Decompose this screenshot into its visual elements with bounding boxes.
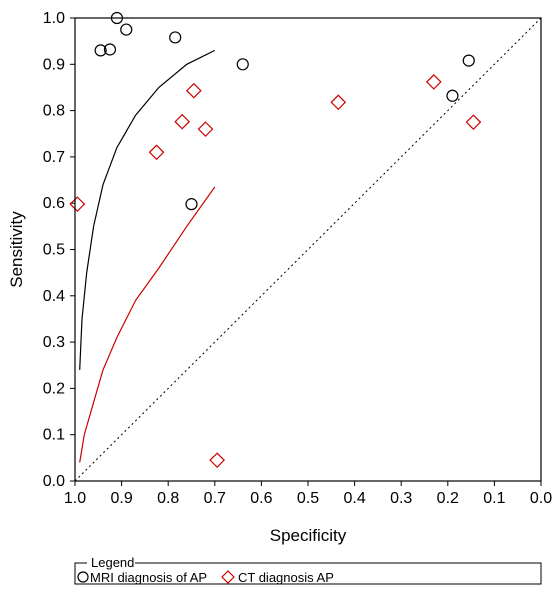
ct-data-point bbox=[197, 121, 214, 137]
y-axis-ticks: 0.0 0.1 0.2 0.3 0.4 0.5 0.6 0.7 0.8 0.9 1.0 bbox=[43, 10, 75, 490]
mri-data-point bbox=[103, 43, 117, 56]
legend-entries: MRI diagnosis of AP CT diagnosis AP bbox=[77, 570, 334, 585]
plot-frame bbox=[74, 17, 542, 482]
x-tick-label: 0.9 bbox=[110, 490, 132, 507]
y-tick-label: 0.1 bbox=[43, 427, 65, 444]
legend-title: Legend bbox=[91, 555, 134, 570]
reference-line-group bbox=[74, 17, 542, 482]
y-tick-label: 0.6 bbox=[43, 195, 65, 212]
ct-data-point bbox=[425, 74, 442, 90]
x-axis-ticks: 1.0 0.9 0.8 0.7 0.6 0.5 0.4 0.3 0.2 0.1 0.0 bbox=[64, 481, 552, 507]
legend-mri-label: MRI diagnosis of AP bbox=[90, 570, 207, 585]
mri-data-point bbox=[462, 54, 475, 67]
x-tick-label: 1.0 bbox=[64, 490, 86, 507]
x-tick-label: 0.3 bbox=[390, 490, 412, 507]
ct-data-point bbox=[148, 144, 165, 161]
legend-box bbox=[74, 562, 542, 585]
y-tick-label: 0.9 bbox=[43, 56, 65, 73]
ct-data-point bbox=[330, 94, 347, 111]
x-tick-label: 0.7 bbox=[204, 490, 226, 507]
legend-mri-marker bbox=[77, 571, 89, 583]
x-tick-label: 0.5 bbox=[297, 490, 319, 507]
mri-data-point bbox=[94, 44, 107, 57]
y-axis-title: Sensitivity bbox=[7, 211, 26, 288]
x-tick-label: 0.8 bbox=[157, 490, 179, 507]
mri-data-point bbox=[236, 58, 249, 71]
y-tick-label: 0.4 bbox=[43, 288, 65, 305]
mri-data-point bbox=[446, 89, 459, 102]
sroc-curve-mri bbox=[79, 49, 216, 370]
legend-ct-label: CT diagnosis AP bbox=[238, 570, 334, 585]
y-tick-label: 0.5 bbox=[43, 242, 65, 259]
y-tick-label: 0.0 bbox=[43, 473, 65, 490]
ct-data-point bbox=[209, 452, 225, 469]
ct-data-point bbox=[174, 113, 191, 130]
x-axis-title: Specificity bbox=[270, 526, 347, 545]
legend-title-bg bbox=[87, 556, 135, 570]
data-points bbox=[69, 11, 482, 469]
mri-data-point bbox=[185, 198, 198, 211]
legend-ct-marker bbox=[221, 570, 235, 584]
mri-data-point bbox=[120, 23, 133, 36]
ct-data-point bbox=[465, 114, 482, 131]
x-tick-label: 0.4 bbox=[343, 490, 365, 507]
y-tick-label: 0.7 bbox=[43, 149, 65, 166]
ct-data-point bbox=[69, 196, 86, 212]
x-tick-label: 0.2 bbox=[437, 490, 459, 507]
y-tick-label: 0.2 bbox=[43, 380, 65, 397]
y-tick-label: 0.3 bbox=[43, 334, 65, 351]
sroc-curve-ct bbox=[79, 186, 216, 463]
ct-data-point bbox=[185, 82, 202, 99]
y-tick-label: 0.8 bbox=[43, 103, 65, 120]
x-tick-label: 0.6 bbox=[250, 490, 272, 507]
reference-line bbox=[74, 17, 542, 482]
mri-data-point bbox=[169, 31, 182, 44]
x-tick-label: 0.1 bbox=[483, 490, 505, 507]
legend: Legend MRI diagnosis of AP CT diagnosis A… bbox=[74, 555, 542, 585]
y-tick-label: 1.0 bbox=[43, 10, 65, 27]
sroc-curves bbox=[79, 49, 216, 463]
x-tick-label: 0.0 bbox=[530, 490, 552, 507]
